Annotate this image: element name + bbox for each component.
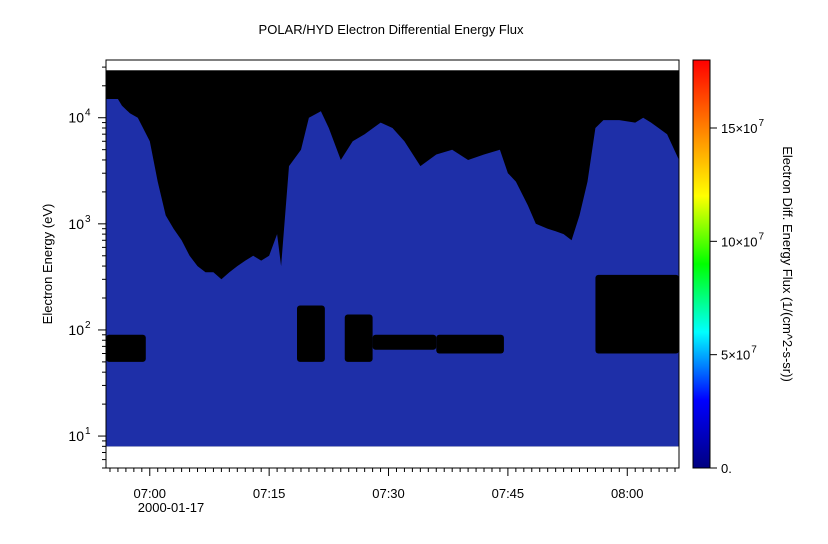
low-flux-gap: [297, 305, 325, 362]
x-tick-label: 07:00: [133, 486, 166, 501]
colorbar-tick-exponent: 7: [759, 231, 765, 242]
colorbar-tick-exponent: 7: [751, 345, 757, 356]
y-tick-exponent: 3: [85, 214, 91, 225]
y-tick-exponent: 4: [85, 108, 91, 119]
colorbar-tick-exponent: 7: [759, 118, 765, 129]
x-axis: 07:00 07:15 07:30 07:45 08:00: [109, 468, 676, 501]
y-tick-label: 10: [68, 322, 84, 338]
colorbar: [692, 59, 711, 469]
colorbar-ticks: 0.5×10 710×10 715×10 7: [710, 118, 765, 476]
y-tick-label: 10: [68, 110, 84, 126]
plot-frame: [105, 59, 680, 469]
x-tick-label: 07:15: [253, 486, 286, 501]
colorbar-tick-label: 5×10: [721, 348, 750, 363]
chart-title: POLAR/HYD Electron Differential Energy F…: [259, 22, 524, 37]
y-tick-label: 10: [68, 216, 84, 232]
low-flux-gap: [106, 334, 146, 362]
colorbar-tick-label: 10×10: [721, 234, 758, 249]
x-tick-label: 07:30: [372, 486, 405, 501]
y-tick-exponent: 2: [85, 320, 91, 331]
low-flux-gap: [372, 334, 437, 350]
plot-area: [106, 60, 679, 468]
y-tick-label: 10: [68, 428, 84, 444]
date-label: 2000-01-17: [138, 500, 205, 515]
y-axis-label: Electron Energy (eV): [40, 204, 55, 325]
y-tick-exponent: 1: [85, 426, 91, 437]
low-flux-gap: [595, 274, 679, 354]
low-flux-gap: [436, 334, 504, 354]
x-tick-label: 08:00: [611, 486, 644, 501]
colorbar-tick-label: 0.: [721, 461, 732, 476]
colorbar-tick-label: 15×10: [721, 121, 758, 136]
flux-region: [106, 99, 679, 447]
low-flux-gap: [344, 314, 373, 362]
low-flux-gaps: [106, 274, 679, 362]
x-tick-label: 07:45: [492, 486, 525, 501]
colorbar-label: Electron Diff. Energy Flux (1/(cm^2-s-sr…: [780, 146, 795, 382]
